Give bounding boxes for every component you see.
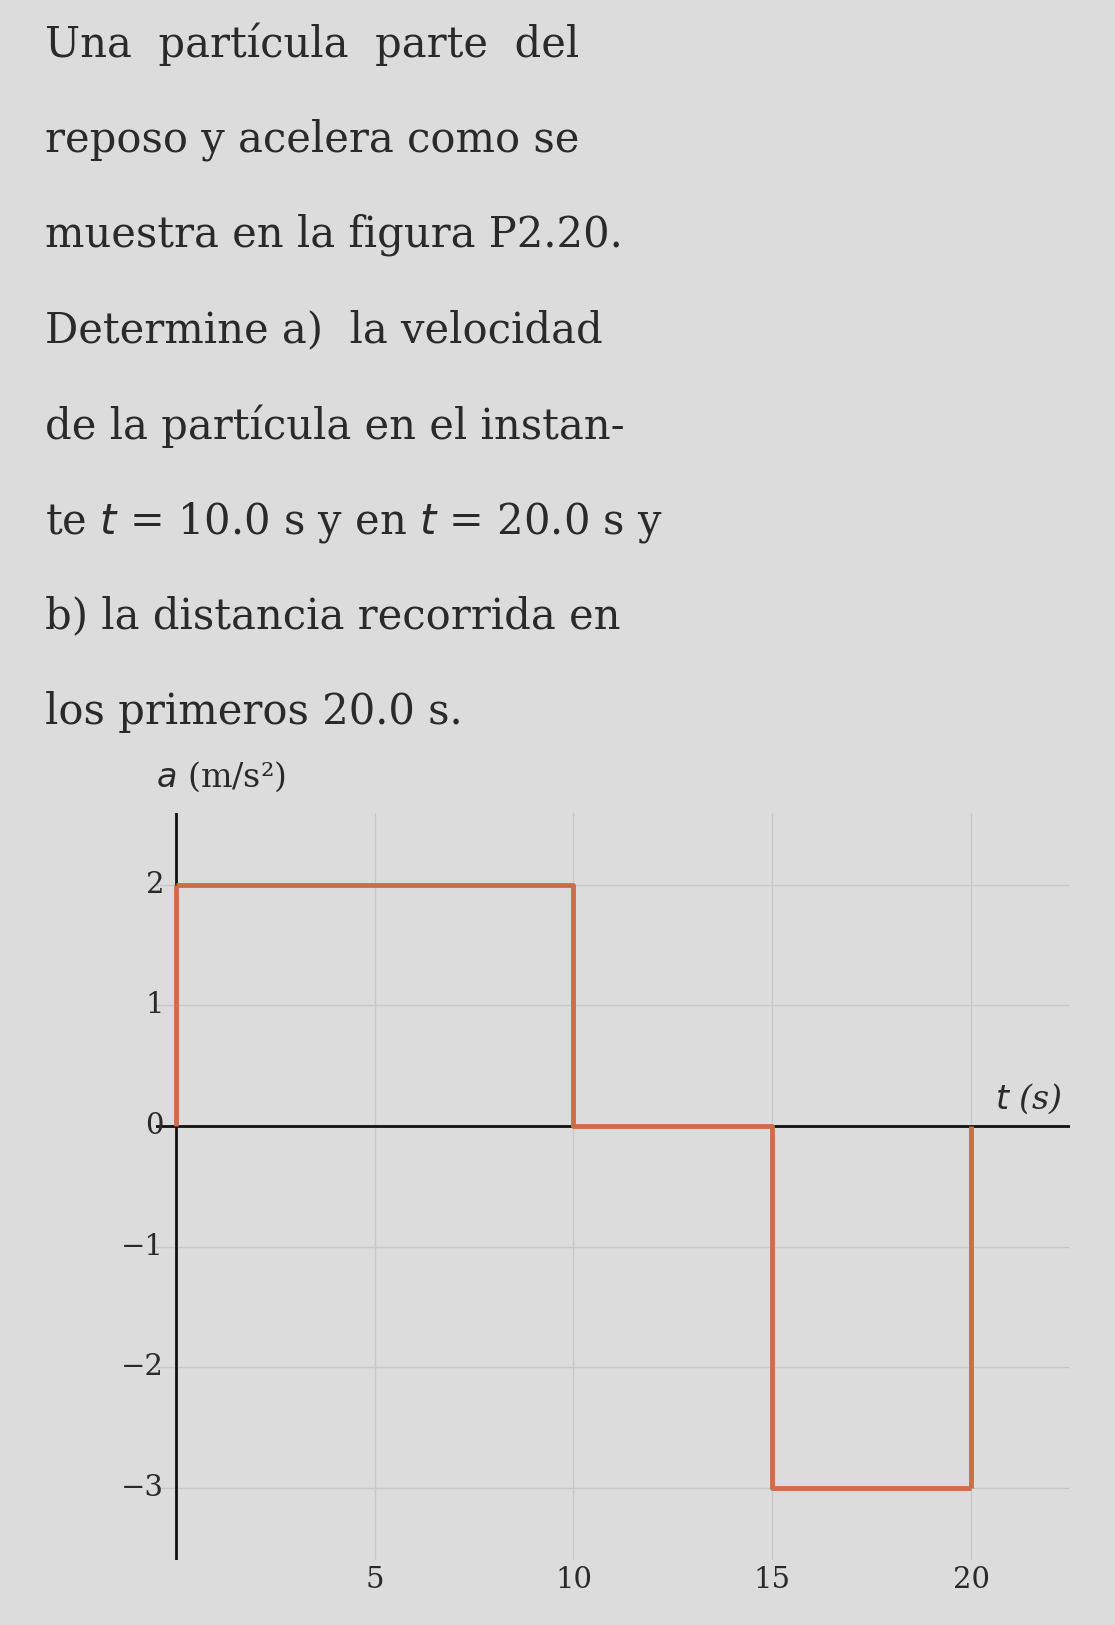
Text: 2: 2 [146, 871, 164, 899]
Text: −1: −1 [122, 1232, 164, 1261]
Text: Determine a)  la velocidad: Determine a) la velocidad [45, 309, 602, 351]
Text: $t$ (s): $t$ (s) [995, 1082, 1063, 1116]
Text: de la partícula en el instan-: de la partícula en el instan- [45, 405, 624, 449]
Text: −3: −3 [122, 1474, 164, 1502]
Text: los primeros 20.0 s.: los primeros 20.0 s. [45, 691, 463, 733]
Text: 15: 15 [754, 1566, 791, 1594]
Text: reposo y acelera como se: reposo y acelera como se [45, 119, 579, 161]
Text: muestra en la figura P2.20.: muestra en la figura P2.20. [45, 214, 622, 257]
Text: 10: 10 [555, 1566, 592, 1594]
Text: 0: 0 [146, 1112, 164, 1141]
Text: 1: 1 [146, 991, 164, 1019]
Text: −2: −2 [122, 1354, 164, 1381]
Text: Una  partícula  parte  del: Una partícula parte del [45, 23, 579, 67]
Text: 20: 20 [952, 1566, 989, 1594]
Text: $a$ (m/s²): $a$ (m/s²) [156, 760, 285, 795]
Text: te $t$ = 10.0 s y en $t$ = 20.0 s y: te $t$ = 10.0 s y en $t$ = 20.0 s y [45, 500, 662, 546]
Text: 5: 5 [366, 1566, 384, 1594]
Text: b) la distancia recorrida en: b) la distancia recorrida en [45, 596, 620, 637]
